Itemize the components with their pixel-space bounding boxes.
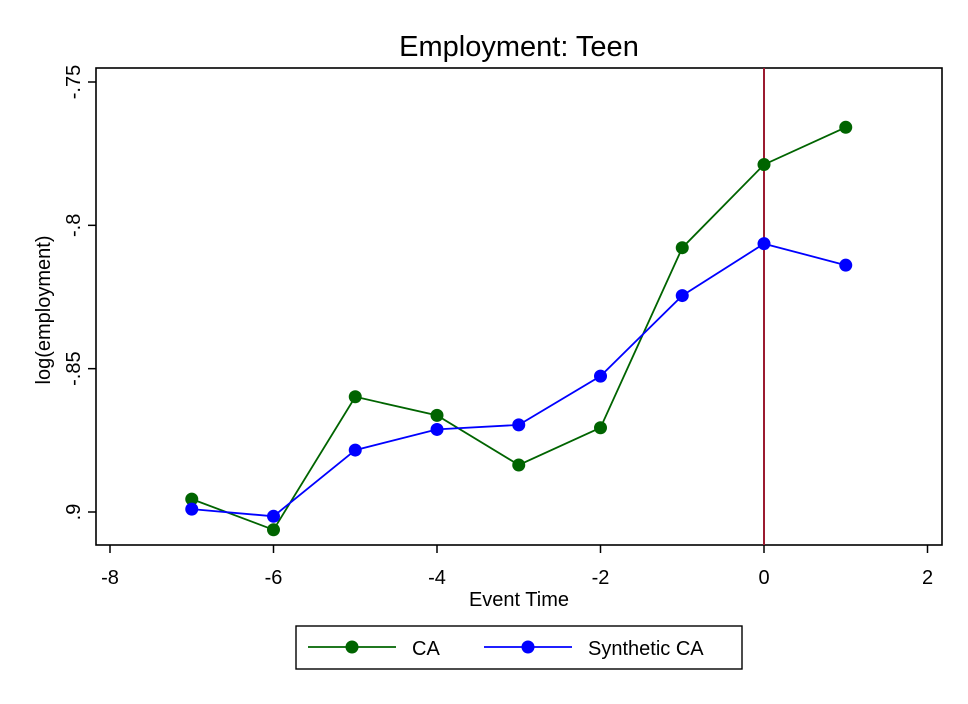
series-1-point bbox=[675, 241, 689, 255]
x-tick-label: -6 bbox=[265, 567, 283, 589]
plot-area: -8 -6 -4 -2 0 2 .9 -.85 -.8 -.75 bbox=[63, 65, 943, 589]
series-2-point bbox=[430, 422, 444, 436]
series-1-point bbox=[594, 421, 607, 435]
series-1-point bbox=[430, 408, 444, 422]
series-1-point bbox=[839, 120, 853, 134]
legend-label-1: CA bbox=[412, 638, 440, 660]
x-tick-label: -8 bbox=[101, 567, 119, 589]
series-2-point bbox=[594, 369, 607, 383]
series-2-point bbox=[348, 443, 362, 457]
series-2-point bbox=[757, 237, 771, 251]
plot-frame bbox=[95, 67, 943, 546]
series-1-point bbox=[267, 523, 280, 537]
x-tick-label: 2 bbox=[922, 567, 933, 589]
legend-marker-2 bbox=[521, 640, 535, 654]
legend-marker-1 bbox=[345, 640, 359, 654]
x-tick-label: -2 bbox=[592, 567, 610, 589]
y-axis-label: log(employment) bbox=[33, 236, 55, 385]
series-2-point bbox=[267, 509, 280, 523]
chart-title: Employment: Teen bbox=[399, 31, 639, 63]
series-1-point bbox=[348, 390, 362, 404]
y-tick-label: .9 bbox=[63, 504, 85, 521]
x-tick-label: -4 bbox=[428, 567, 446, 589]
y-tick-label: -.85 bbox=[63, 351, 85, 385]
series-2-point bbox=[839, 258, 853, 272]
series-1-point bbox=[512, 458, 526, 472]
legend: CA Synthetic CA bbox=[295, 625, 743, 670]
series-2-point bbox=[675, 289, 689, 303]
y-tick-label: -.75 bbox=[63, 65, 85, 99]
series-1-point bbox=[185, 492, 199, 506]
legend-label-2: Synthetic CA bbox=[588, 638, 704, 660]
x-axis-label: Event Time bbox=[469, 589, 569, 611]
series-1-point bbox=[757, 158, 771, 172]
x-tick-label: 0 bbox=[758, 567, 769, 589]
series-2-point bbox=[185, 502, 199, 516]
series-2-point bbox=[512, 418, 526, 432]
y-tick-label: -.8 bbox=[63, 214, 85, 237]
